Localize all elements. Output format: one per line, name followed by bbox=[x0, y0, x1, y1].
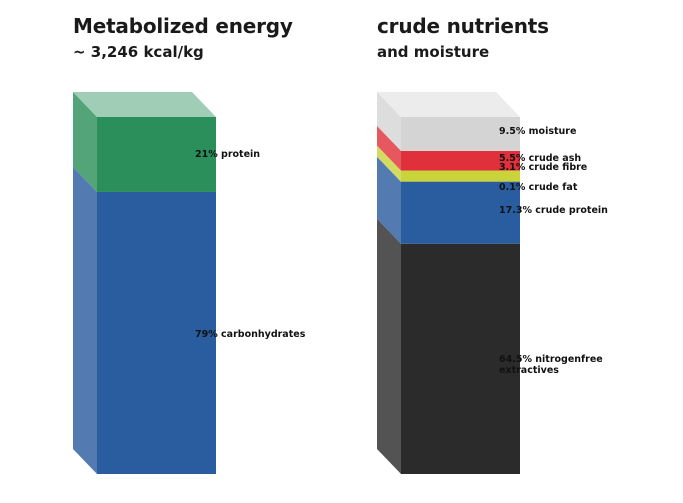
chart-1-subtitle: ~ 3,246 kcal/kg bbox=[73, 43, 204, 61]
chart-2-title: crude nutrients bbox=[377, 14, 549, 38]
chart-2-label-moisture: 9.5% moisture bbox=[499, 126, 576, 137]
chart-2-label-crude-fibre: 3.1% crude fibre bbox=[499, 162, 587, 173]
chart-2-label-crude-fat: 0.1% crude fat bbox=[499, 182, 578, 193]
chart-2-side-crude-ash bbox=[377, 125, 401, 171]
chart-2-top-face bbox=[377, 92, 520, 117]
chart-2-bar-nitrogenfree-extractives bbox=[401, 243, 520, 474]
chart-2-bar-crude-fibre bbox=[401, 170, 520, 182]
chart-2-side-crude-fat bbox=[377, 156, 401, 182]
chart-1-label-carbonhydrates: 79% carbonhydrates bbox=[195, 329, 306, 340]
chart-1-side-carbonhydrates bbox=[73, 166, 97, 474]
chart-2-bar-crude-fat bbox=[401, 181, 520, 183]
chart-2-subtitle: and moisture bbox=[377, 43, 490, 61]
chart-1-bar-carbonhydrates bbox=[97, 191, 216, 474]
chart-2-side-crude-protein bbox=[377, 156, 401, 244]
chart-1-side-protein bbox=[73, 92, 97, 192]
chart-2-side-nitrogenfree-extractives bbox=[377, 218, 401, 474]
chart-2-side-moisture bbox=[377, 92, 401, 151]
chart-2-bar-crude-ash bbox=[401, 150, 520, 171]
chart-2-side-crude-fibre bbox=[377, 145, 401, 182]
chart-1-title: Metabolized energy bbox=[73, 14, 293, 38]
chart-2-label-crude-protein: 17.3% crude protein bbox=[499, 205, 608, 216]
chart-1-label-protein: 21% protein bbox=[195, 149, 260, 160]
chart-1-bar-protein bbox=[97, 117, 216, 192]
chart-2-bar-crude-protein bbox=[401, 181, 520, 244]
chart-2-label-nitrogenfree-extractives: 64.5% nitrogenfree extractives bbox=[499, 354, 603, 376]
chart-2-label-crude-ash: 5.5% crude ash bbox=[499, 153, 581, 164]
chart-2-bar-moisture bbox=[401, 117, 520, 151]
chart-1-top-face bbox=[73, 92, 216, 117]
